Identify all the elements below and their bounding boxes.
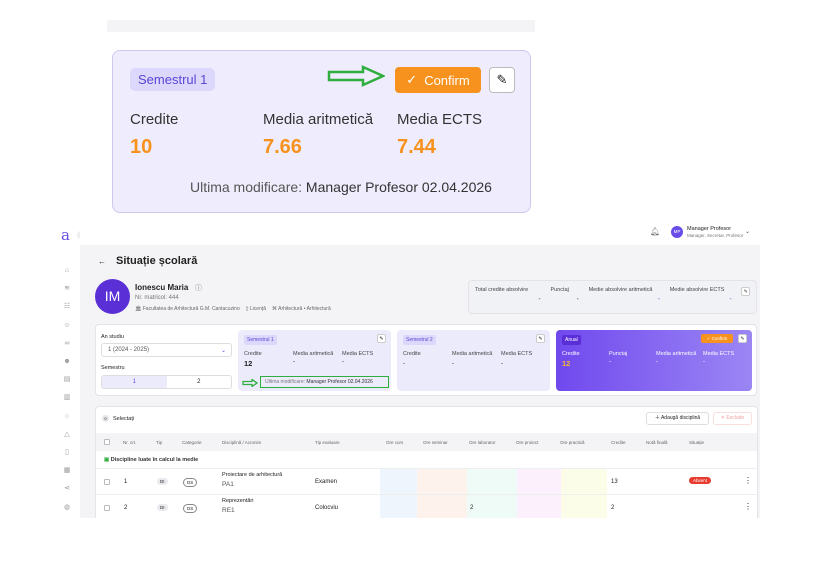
ects-value: 7.44 bbox=[397, 136, 436, 158]
semester-2-card: Semestrul 2 ✎ Credite - Media aritmetică -… bbox=[397, 330, 550, 391]
top-header: 🔔︎ MP Manager Profesor Manager, Secretar… bbox=[80, 220, 760, 245]
annual-card: Anual ✓ Confirm ✎ Credite 12 Punctaj - Med… bbox=[556, 330, 752, 391]
edit-semester-1-button[interactable]: ✎ bbox=[377, 334, 386, 343]
confirm-button[interactable]: ✓ Confirm bbox=[395, 67, 481, 93]
edit-totals-button[interactable]: ✎ bbox=[741, 287, 750, 296]
credits-label: Credite bbox=[130, 111, 179, 128]
edit-semester-2-button[interactable]: ✎ bbox=[536, 334, 545, 343]
user-settings-icon[interactable]: ☻ bbox=[63, 358, 71, 366]
edit-annual-button[interactable]: ✎ bbox=[738, 334, 747, 343]
semester-toggle: 1 2 bbox=[101, 375, 232, 389]
app-window: a › ⌂≋☷☺∞☻▤▥○△▯▦⋖◍ 🔔︎ MP Manager Profeso… bbox=[55, 220, 760, 518]
year-select[interactable]: 1 (2024 - 2025) ⌄ bbox=[101, 343, 232, 357]
green-arrow-icon bbox=[242, 379, 258, 387]
glasses-icon[interactable]: ∞ bbox=[64, 339, 70, 347]
user-name: Manager Profesor bbox=[687, 226, 732, 232]
layers-icon[interactable]: ≋ bbox=[64, 285, 70, 293]
edit-icon: ✎ bbox=[496, 72, 508, 87]
chevron-down-icon: ⌄ bbox=[220, 348, 226, 354]
table-header: Nr. crt. Tip Categorie Disciplină / Acro… bbox=[96, 433, 757, 451]
group-row: ▣ Discipline luate în calcul la medie bbox=[104, 457, 199, 463]
user-roles: Manager, Secretar, Profesor bbox=[687, 233, 744, 238]
semester-1-card: Semestrul 1 ✎ Credite 12 Media aritmetică… bbox=[238, 330, 391, 391]
table-row[interactable]: 2 DI DS Reprezentări RE1 Colocviu 2 2 ⋮ bbox=[96, 494, 757, 518]
calendar-icon: ▣ bbox=[104, 457, 110, 463]
green-arrow-icon bbox=[327, 65, 385, 87]
add-discipline-button[interactable]: ＋ Adaugă disciplină bbox=[646, 412, 709, 425]
document-icon[interactable]: ▤ bbox=[63, 376, 71, 384]
semester-badge: Semestrul 1 bbox=[130, 68, 216, 91]
last-modified-small: Ultima modificare: Manager Profesor 02.0… bbox=[260, 376, 389, 388]
logo: a bbox=[61, 226, 70, 244]
edit-button[interactable]: ✎ bbox=[489, 67, 515, 93]
home-icon[interactable]: ⌂ bbox=[64, 267, 70, 274]
arith-label: Media aritmetică bbox=[263, 111, 374, 128]
back-arrow-icon[interactable]: ← bbox=[98, 257, 106, 266]
semester-label: Semestru bbox=[101, 365, 125, 371]
status-badge: Absent bbox=[689, 477, 712, 484]
bell-icon[interactable]: 🔔︎ bbox=[650, 227, 661, 236]
sidebar: a › ⌂≋☷☺∞☻▤▥○△▯▦⋖◍ bbox=[55, 220, 85, 518]
semester-1-tab[interactable]: 1 bbox=[102, 376, 167, 388]
table-row[interactable]: 1 DI DS Proiectare de arhitectură PA1 Ex… bbox=[96, 468, 757, 494]
credits-value: 10 bbox=[130, 136, 153, 158]
chat-icon[interactable]: ○ bbox=[64, 412, 70, 420]
page-title: Situație școlară bbox=[116, 255, 198, 267]
selected-count: 0 bbox=[102, 415, 109, 422]
globe-icon[interactable]: ◍ bbox=[63, 503, 71, 511]
student-name: Ionescu Maria bbox=[135, 283, 189, 292]
check-icon: ✓ bbox=[406, 72, 418, 87]
arith-value: 7.66 bbox=[263, 136, 302, 158]
share-icon[interactable]: ⋖ bbox=[64, 485, 70, 493]
acronym: PA1 bbox=[222, 481, 234, 488]
exclude-button[interactable]: ✕ Exclude bbox=[713, 412, 752, 425]
row-checkbox[interactable] bbox=[104, 505, 110, 511]
ects-label: Media ECTS bbox=[397, 111, 483, 128]
semester-panel: An studiu 1 (2024 - 2025) ⌄ Semestru 1 2 … bbox=[95, 324, 757, 396]
student-avatar: IM bbox=[95, 279, 130, 314]
semester-2-tab[interactable]: 2 bbox=[197, 379, 201, 385]
level: ▯ Licență bbox=[245, 306, 267, 312]
warning-icon[interactable]: △ bbox=[64, 430, 70, 438]
more-icon[interactable]: ⋮ bbox=[744, 476, 752, 485]
last-modified: Ultima modificare: Manager Profesor 02.0… bbox=[190, 179, 492, 195]
users-icon[interactable]: ☺ bbox=[63, 321, 71, 329]
row-checkbox[interactable] bbox=[104, 479, 110, 485]
chevron-down-icon[interactable]: ⌄ bbox=[745, 229, 751, 235]
user-avatar[interactable]: MP bbox=[671, 226, 683, 238]
semester-callout-zoom: Semestrul 1 ✓ Confirm ✎ Credite Media ari… bbox=[112, 50, 531, 213]
chart-icon[interactable]: ▥ bbox=[63, 394, 71, 402]
disciplines-table: 0 Selectați ＋ Adaugă disciplină ✕ Exclud… bbox=[95, 406, 758, 518]
program: ⌘ Arhitectură • Arhitectură bbox=[272, 306, 331, 312]
calendar-icon[interactable]: ▦ bbox=[63, 467, 71, 475]
year-label: An studiu bbox=[101, 334, 124, 340]
annual-confirm-button[interactable]: ✓ Confirm bbox=[701, 334, 733, 343]
faculty: 🏛︎ Facultatea de Arhitectură G.M. Cantac… bbox=[135, 306, 240, 312]
file-icon[interactable]: ▯ bbox=[65, 449, 69, 457]
selected-label: Selectați bbox=[113, 416, 135, 422]
matricol: Nr. matricol: 444 bbox=[135, 295, 179, 301]
more-icon[interactable]: ⋮ bbox=[744, 502, 752, 511]
info-icon[interactable]: ⓘ bbox=[195, 285, 202, 292]
group-icon[interactable]: ☷ bbox=[63, 303, 71, 311]
select-all-checkbox[interactable] bbox=[104, 439, 110, 445]
top-strip bbox=[107, 20, 535, 32]
totals-card: Total credite absolvire - Punctaj - Medie … bbox=[468, 280, 757, 314]
acronym: RE1 bbox=[222, 507, 235, 514]
